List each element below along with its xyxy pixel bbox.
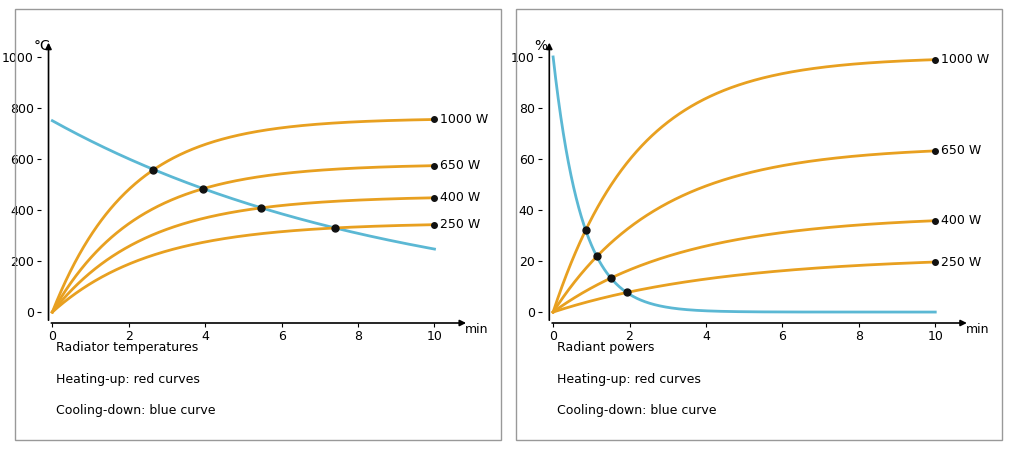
Text: Heating-up: red curves: Heating-up: red curves <box>557 373 701 386</box>
Text: 250 W: 250 W <box>941 255 981 269</box>
Text: Radiator temperatures: Radiator temperatures <box>56 341 198 354</box>
Text: 1000 W: 1000 W <box>440 113 489 126</box>
Text: Cooling-down: blue curve: Cooling-down: blue curve <box>56 404 216 417</box>
Text: °C: °C <box>34 39 50 53</box>
Text: 400 W: 400 W <box>941 214 981 227</box>
Text: min: min <box>465 323 489 336</box>
Text: 1000 W: 1000 W <box>941 53 989 66</box>
Text: 250 W: 250 W <box>440 218 480 231</box>
Text: Radiant powers: Radiant powers <box>557 341 654 354</box>
Text: Heating-up: red curves: Heating-up: red curves <box>56 373 200 386</box>
Text: min: min <box>966 323 989 336</box>
Text: Cooling-down: blue curve: Cooling-down: blue curve <box>557 404 716 417</box>
Text: 400 W: 400 W <box>440 191 480 204</box>
Text: 650 W: 650 W <box>941 145 981 158</box>
Text: %: % <box>535 39 547 53</box>
Text: 650 W: 650 W <box>440 159 480 172</box>
